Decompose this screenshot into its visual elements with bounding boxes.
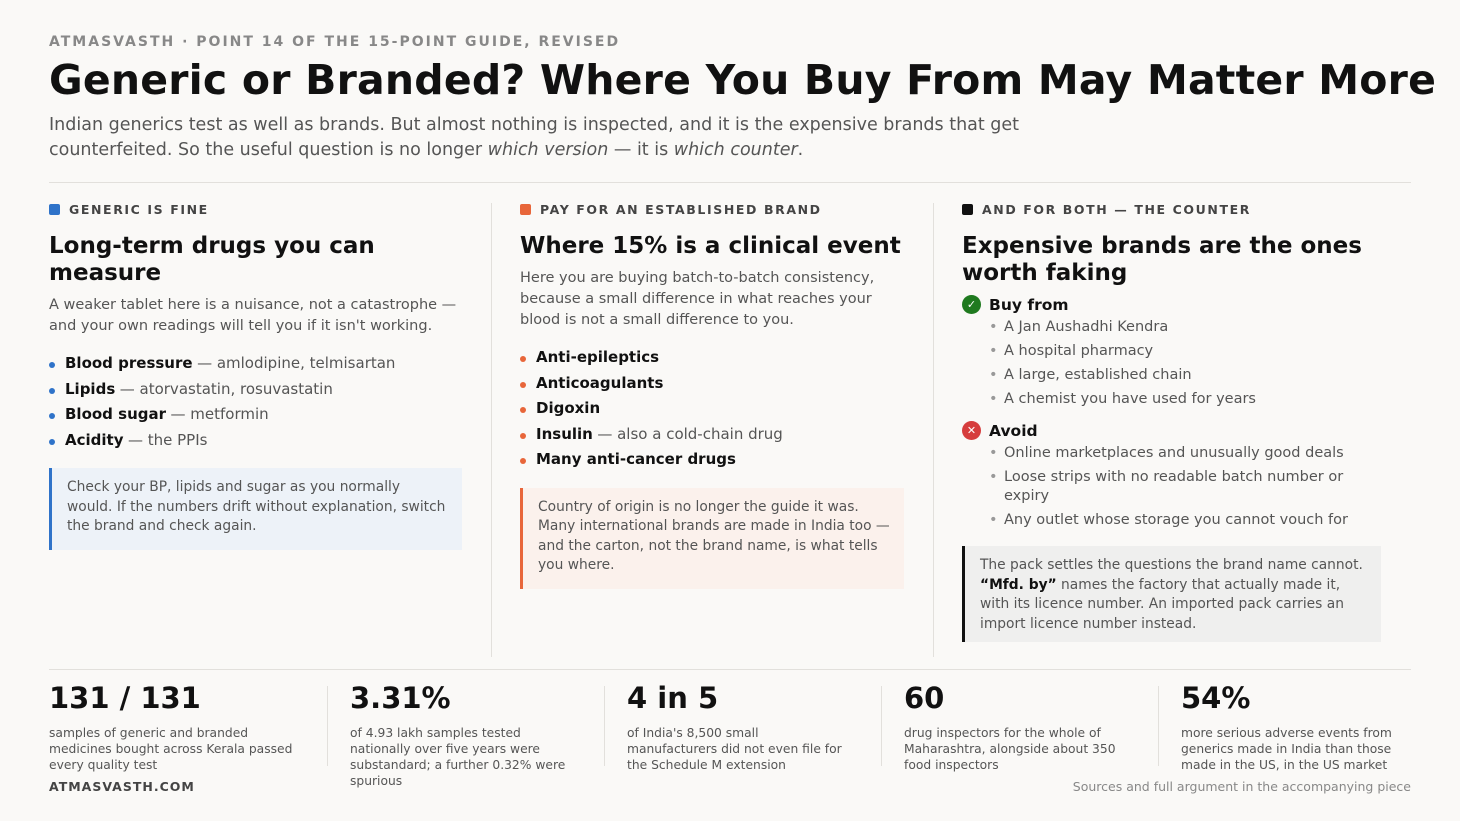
list-item: Anticoagulants [520, 371, 904, 397]
item-detail: — also a cold-chain drug [597, 424, 783, 443]
group-item: A hospital pharmacy [962, 342, 1381, 361]
list-item: Insulin — also a cold-chain drug [520, 422, 904, 448]
stat-value: 60 [904, 681, 945, 715]
item-term: Blood pressure [65, 354, 193, 372]
stat-value: 3.31% [350, 681, 451, 715]
column: PAY FOR AN ESTABLISHED BRAND Where 15% is… [520, 201, 904, 657]
subtitle-text: — it is [608, 139, 674, 160]
kicker: ATMASVASTH · POINT 14 OF THE 15-POINT GU… [49, 34, 621, 50]
column-heading: Expensive brands are the ones worth faki… [962, 233, 1362, 286]
avoid-icon: ✕ [962, 421, 981, 440]
item-term: Insulin [536, 424, 593, 443]
item-term: Lipids [65, 379, 116, 398]
list-item: Blood sugar — metformin [49, 402, 462, 428]
column-label: AND FOR BOTH — THE COUNTER [962, 201, 1381, 217]
stat: 4 in 5 of India's 8,500 small manufacture… [627, 680, 852, 773]
label-swatch [520, 203, 531, 215]
list-item: Many anti-cancer drugs [520, 447, 904, 473]
subtitle: Indian generics test as well as brands. … [49, 113, 1049, 162]
divider [49, 182, 1411, 183]
column-label: PAY FOR AN ESTABLISHED BRAND [520, 201, 904, 217]
item-detail: — the PPIs [127, 430, 208, 449]
stat-value: 131 / 131 [49, 681, 201, 715]
item-detail: — amlodipine, telmisartan [197, 354, 396, 372]
note-text: Check your BP, lipids and sugar as you n… [67, 479, 446, 535]
group-item: A Jan Aushadhi Kendra [962, 318, 1381, 337]
stat-divider [604, 686, 605, 766]
stat: 3.31% of 4.93 lakh samples tested nationa… [350, 680, 575, 789]
group-item: Any outlet whose storage you cannot vouc… [962, 511, 1381, 530]
stat-text: samples of generic and branded medicines… [49, 726, 293, 772]
item-term: Anti-epileptics [536, 348, 660, 366]
group-list: Online marketplaces and unusually good d… [962, 444, 1381, 530]
group-list: A Jan Aushadhi Kendra A hospital pharmacy… [962, 318, 1381, 409]
divider [49, 669, 1411, 670]
list-item: Acidity — the PPIs [49, 428, 462, 454]
item-detail: — atorvastatin, rosuvastatin [119, 379, 333, 398]
check-icon: ✓ [962, 295, 981, 314]
column-intro: A weaker tablet here is a nuisance, not … [49, 297, 457, 334]
note-text: names the factory that actually made it,… [980, 576, 1344, 632]
item-term: Anticoagulants [536, 373, 664, 392]
label-text: AND FOR BOTH — THE COUNTER [982, 201, 1251, 217]
subtitle-emphasis: which counter [673, 139, 798, 160]
item-list: Blood pressure — amlodipine, telmisartan L… [49, 351, 462, 453]
subtitle-text: Indian generics test as well as brands. … [49, 115, 1020, 160]
item-term: Acidity [65, 430, 124, 449]
column-heading: Where 15% is a clinical event [520, 233, 901, 259]
stat-text: of India's 8,500 small manufacturers did… [627, 726, 842, 772]
note-text: Country of origin is no longer the guide… [538, 498, 890, 574]
label-swatch [49, 203, 60, 215]
column: GENERIC IS FINE Long-term drugs you can m… [49, 201, 462, 657]
label-text: PAY FOR AN ESTABLISHED BRAND [540, 201, 822, 217]
group-item: A chemist you have used for years [962, 390, 1381, 409]
column-heading: Long-term drugs you can measure [49, 233, 375, 286]
note-text: The pack settles the questions the brand… [980, 557, 1363, 573]
subtitle-emphasis: which version [487, 139, 609, 160]
note: The pack settles the questions the brand… [962, 546, 1381, 642]
group-item: Loose strips with no readable batch numb… [962, 468, 1381, 506]
list-item: Lipids — atorvastatin, rosuvastatin [49, 377, 462, 403]
item-detail: — metformin [170, 405, 269, 424]
label-swatch [962, 203, 973, 215]
item-term: Many anti-cancer drugs [536, 450, 736, 469]
column-intro: Here you are buying batch-to-batch consi… [520, 270, 875, 328]
stat-divider [1158, 686, 1159, 766]
list-item: Digoxin [520, 396, 904, 422]
stat-divider [881, 686, 882, 766]
stat-value: 54% [1181, 681, 1251, 715]
item-list: Anti-epileptics Anticoagulants Digoxin Insu… [520, 345, 904, 473]
column-label: GENERIC IS FINE [49, 201, 462, 217]
note: Country of origin is no longer the guide… [520, 487, 904, 589]
stat: 60 drug inspectors for the whole of Mahar… [904, 680, 1129, 773]
item-term: Digoxin [536, 399, 601, 418]
group-item: A large, established chain [962, 366, 1381, 385]
group-title: ✕ Avoid [962, 421, 1381, 440]
label-text: GENERIC IS FINE [69, 201, 209, 217]
subtitle-text: . [797, 139, 804, 160]
group-item: Online marketplaces and unusually good d… [962, 444, 1381, 463]
column-divider [491, 203, 492, 657]
group-title-text: Avoid [989, 421, 1038, 440]
item-term: Blood sugar [65, 405, 167, 424]
footer-sources: Sources and full argument in the accompa… [1072, 779, 1411, 794]
footer-brand: ATMASVASTH.COM [49, 779, 195, 794]
stat: 131 / 131 samples of generic and branded … [49, 680, 304, 773]
note: Check your BP, lipids and sugar as you n… [49, 468, 462, 550]
note-text: “Mfd. by” [980, 576, 1057, 593]
stat: 54% more serious adverse events from gene… [1181, 680, 1406, 773]
stat-value: 4 in 5 [627, 681, 719, 715]
group-title: ✓ Buy from [962, 295, 1381, 314]
list-item: Anti-epileptics [520, 345, 904, 371]
column-divider [933, 203, 934, 657]
column: AND FOR BOTH — THE COUNTER Expensive bran… [962, 201, 1381, 657]
stat-text: more serious adverse events from generic… [1181, 726, 1392, 772]
title: Generic or Branded? Where You Buy From M… [49, 56, 1437, 104]
stat-divider [327, 686, 328, 766]
group-title-text: Buy from [989, 295, 1069, 314]
stat-text: drug inspectors for the whole of Maharas… [904, 726, 1116, 772]
stat-text: of 4.93 lakh samples tested nationally o… [350, 726, 566, 788]
list-item: Blood pressure — amlodipine, telmisartan [49, 351, 462, 377]
